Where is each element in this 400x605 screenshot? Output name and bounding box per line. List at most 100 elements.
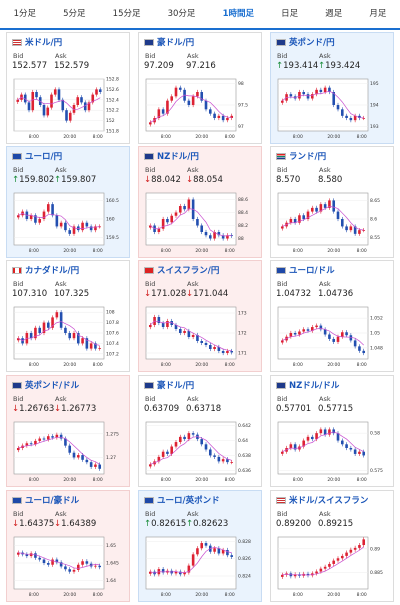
currency-pair-label[interactable]: 米ドル/スイスフラン: [289, 496, 369, 506]
chart-frame: [145, 192, 237, 246]
tab-1min[interactable]: 1分足: [13, 9, 36, 19]
candlestick-chart[interactable]: 98 97.5 97 8:00 20:00 8:00: [142, 75, 258, 141]
candlestick-chart[interactable]: 0.642 0.64 0.638 0.636 8:00 20:00 8:00: [142, 418, 258, 484]
tab-1hour[interactable]: 1時間足: [209, 0, 268, 30]
candle-body: [72, 226, 76, 234]
currency-pair-label[interactable]: カナダドル/円: [25, 266, 80, 276]
y-tick-label: 0.828: [238, 539, 251, 545]
candle-body: [98, 464, 102, 469]
candlestick-chart[interactable]: 1.65 1.645 1.64 8:00 20:00 8:00: [10, 533, 126, 599]
candle-body: [358, 346, 361, 351]
rate-card[interactable]: 米ドル/スイスフラン Bid Ask 0.89200 0.89215 0.89 0.885 8…: [270, 490, 394, 602]
ask-value: ↑0.82623: [186, 519, 228, 529]
candlestick-chart[interactable]: 0.828 0.826 0.824 8:00 20:00 8:00: [142, 533, 258, 599]
candle-body: [94, 464, 97, 467]
candlestick-chart[interactable]: 108 107.8 107.6 107.4 107.2 8:00 20:00 8:00: [10, 303, 126, 369]
rate-card[interactable]: ユーロ/豪ドル Bid Ask ↓1.64375 ↓1.64389 1.65 1.645 1.…: [6, 490, 130, 602]
currency-pair-label[interactable]: 米ドル/円: [25, 38, 63, 48]
rate-card-header: NZドル/円: [144, 150, 199, 162]
rate-card[interactable]: NZドル/ドル Bid Ask 0.57701 0.57715 0.58 0.575 8:00…: [270, 375, 394, 487]
currency-pair-label[interactable]: ユーロ/豪ドル: [25, 496, 80, 506]
candlestick-chart[interactable]: 0.89 0.885 8:00 20:00 8:00: [274, 533, 390, 599]
x-tick-label: 8:00: [93, 134, 103, 140]
moving-average-line: [18, 321, 100, 346]
currency-pair-label[interactable]: ユーロ/英ポンド: [157, 496, 220, 506]
x-tick-label: 8:00: [29, 592, 39, 598]
candlestick-chart[interactable]: 1.052 1.05 1.048 8:00 20:00 8:00: [274, 303, 390, 369]
rate-card[interactable]: NZドル/円 Bid Ask ↓88.042 ↓88.054 88.6 88.4 88.2 88…: [138, 146, 262, 258]
currency-pair-label[interactable]: ランド/円: [289, 152, 327, 162]
rate-card-header: カナダドル/円: [12, 264, 79, 276]
currency-pair-label[interactable]: 豪ドル/円: [157, 381, 195, 391]
tab-15min[interactable]: 15分足: [112, 9, 141, 19]
rate-card[interactable]: 豪ドル/円 Bid Ask 97.209 97.216 98 97.5 97 8:00 20:00…: [138, 32, 262, 144]
candle-body: [332, 560, 336, 564]
candle-body: [302, 215, 306, 219]
candle-body: [221, 115, 225, 121]
candle-body: [328, 563, 331, 567]
currency-pair-label[interactable]: ユーロ/ドル: [289, 266, 335, 276]
candle-body: [42, 211, 46, 219]
candle-body: [221, 459, 225, 462]
candle-body: [340, 440, 344, 445]
rate-card[interactable]: ランド/円 Bid Ask 8.570 8.580 8.65 8.6 8.55 8:00 20:0…: [270, 146, 394, 258]
currency-pair-label[interactable]: NZドル/円: [157, 152, 199, 162]
rate-card[interactable]: カナダドル/円 Bid Ask 107.310 107.325 108 107.8 107.6…: [6, 260, 130, 372]
candlestick-chart[interactable]: 152.8 152.6 152.4 152.2 152 151.8 8:00 20:00 8:0…: [10, 75, 126, 141]
candle-body: [38, 219, 42, 223]
currency-pair-label[interactable]: 英ポンド/円: [289, 38, 335, 48]
x-tick-label: 8:00: [93, 592, 103, 598]
currency-pair-label[interactable]: ユーロ/円: [25, 152, 63, 162]
candle-body: [302, 329, 306, 332]
candle-body: [226, 459, 229, 463]
candlestick-chart[interactable]: 1.275 1.27 8:00 20:00 8:00: [10, 418, 126, 484]
y-tick-label: 152: [106, 118, 115, 124]
rate-card[interactable]: ユーロ/円 Bid Ask ↑159.802 ↑159.807 160.5 160 159.5…: [6, 146, 130, 258]
rate-card[interactable]: ユーロ/ドル Bid Ask 1.04732 1.04736 1.052 1.05 1.048…: [270, 260, 394, 372]
rate-card[interactable]: 豪ドル/円 Bid Ask 0.63709 0.63718 0.642 0.64 0.638 0…: [138, 375, 262, 487]
candle-body: [23, 94, 27, 103]
candlestick-chart[interactable]: 0.58 0.575 8:00 20:00 8:00: [274, 418, 390, 484]
candlestick-chart[interactable]: 195 194 193 8:00 20:00 8:00: [274, 75, 390, 141]
candle-body: [27, 102, 31, 111]
currency-pair-label[interactable]: 豪ドル/円: [157, 38, 195, 48]
candlestick-chart[interactable]: 8.65 8.6 8.55 8:00 20:00 8:00: [274, 189, 390, 255]
candle-body: [38, 438, 42, 441]
ask-label: Ask: [319, 510, 331, 518]
ask-label: Ask: [319, 280, 331, 288]
candle-body: [310, 94, 314, 99]
currency-pair-label[interactable]: 英ポンド/ドル: [25, 381, 80, 391]
rate-card-header: 米ドル/スイスフラン: [276, 494, 368, 506]
candle-body: [178, 206, 182, 213]
y-tick-label: 107.4: [106, 341, 119, 347]
candle-body: [59, 312, 63, 328]
rate-card[interactable]: ユーロ/英ポンド Bid Ask ↑0.82615 ↑0.82623 0.828 0.826…: [138, 490, 262, 602]
y-tick-label: 0.89: [370, 546, 380, 552]
candle-body: [161, 451, 165, 457]
candlestick-chart[interactable]: 160.5 160 159.5 8:00 20:00 8:00: [10, 189, 126, 255]
candle-body: [59, 222, 63, 227]
tab-30min[interactable]: 30分足: [167, 9, 196, 19]
candle-body: [187, 199, 191, 210]
candle-body: [68, 333, 72, 339]
tab-5min[interactable]: 5分足: [63, 9, 86, 19]
candlestick-chart[interactable]: 88.6 88.4 88.2 88 8:00 20:00 8:00: [142, 189, 258, 255]
ask-label: Ask: [187, 166, 199, 174]
rate-card[interactable]: 米ドル/円 Bid Ask 152.577 152.579 152.8 152.6 152.4…: [6, 32, 130, 144]
y-tick-label: 0.636: [238, 468, 251, 474]
tab-daily[interactable]: 日足: [281, 9, 299, 19]
currency-pair-label[interactable]: NZドル/ドル: [289, 381, 340, 391]
candle-body: [217, 548, 221, 554]
candle-body: [94, 226, 97, 231]
chart-frame: [277, 536, 369, 590]
tab-weekly[interactable]: 週足: [325, 9, 343, 19]
candle-body: [315, 325, 318, 328]
rate-card[interactable]: スイスフラン/円 Bid Ask ↓171.028 ↓171.044 173 172 171 8…: [138, 260, 262, 372]
candlestick-chart[interactable]: 173 172 171 8:00 20:00 8:00: [142, 303, 258, 369]
tab-monthly[interactable]: 月足: [369, 9, 387, 19]
currency-pair-label[interactable]: スイスフラン/円: [157, 266, 220, 276]
rate-card[interactable]: 英ポンド/ドル Bid Ask ↓1.26763 ↓1.26773 1.275 1.27 8:…: [6, 375, 130, 487]
candle-body: [362, 350, 366, 354]
rate-card[interactable]: 英ポンド/円 Bid Ask ↑193.414 ↑193.424 195 194 193 8:0…: [270, 32, 394, 144]
x-tick-label: 20:00: [195, 362, 208, 368]
